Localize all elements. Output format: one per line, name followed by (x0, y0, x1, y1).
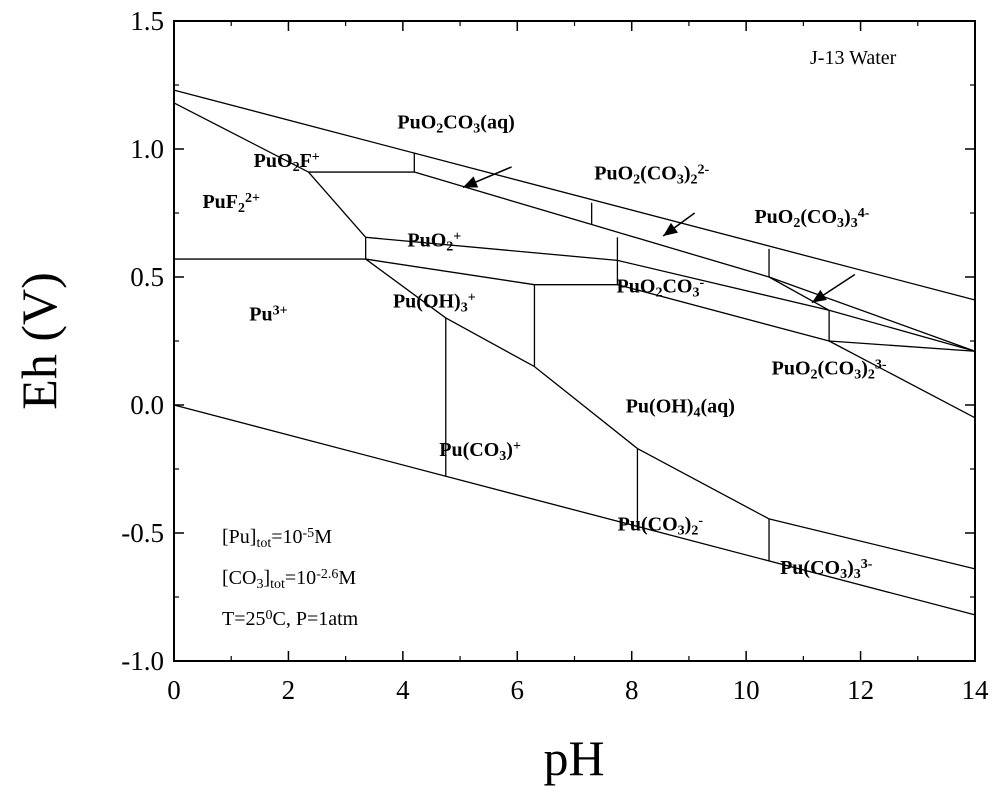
species-label: Pu(CO3)2- (618, 513, 704, 538)
species-label: PuO2(CO3)22- (594, 162, 709, 187)
boundary-line (445, 317, 535, 368)
species-label: Pu(OH)4(aq) (626, 396, 735, 421)
boundary-line (768, 276, 976, 352)
species-label: PuO2(CO3)23- (772, 357, 887, 382)
boundary-line (829, 340, 976, 352)
boundary-line (307, 171, 367, 238)
boundary-line (414, 171, 592, 226)
boundary-line (534, 366, 638, 450)
x-tick-label: 0 (167, 675, 181, 705)
chart-note-title: J-13 Water (810, 47, 897, 69)
y-tick-label: 1.0 (130, 134, 164, 164)
species-label: Pu(CO3)+ (439, 439, 521, 464)
boundary-line (365, 258, 447, 319)
plot-border (173, 20, 976, 662)
arrow-head (811, 289, 827, 303)
condition-line: T=250C, P=1atm (222, 608, 359, 630)
boundary-lines (173, 89, 976, 616)
arrow-head (462, 176, 479, 188)
y-tick-label: 0.0 (130, 390, 164, 420)
species-label: PuO2CO3- (617, 275, 705, 300)
y-tick-label: 0.5 (130, 262, 164, 292)
boundary-line (365, 236, 618, 262)
species-label: PuF22+ (202, 191, 260, 216)
species-labels: PuO2CO3(aq) PuO2F+ PuO2(CO3)22- PuF22+ PuO2(… (202, 112, 886, 583)
y-tick-label: -1.0 (121, 646, 164, 676)
species-label: PuO2+ (407, 229, 461, 254)
axis-ticks: 0 2 4 6 8 10 12 14 -1.0 -0.5 0.0 0.5 1.0 1.5 (121, 6, 989, 705)
arrow-head (663, 222, 679, 237)
x-tick-label: 10 (733, 675, 760, 705)
field-arrows (462, 166, 856, 304)
boundary-line (828, 309, 976, 352)
x-tick-label: 12 (847, 675, 874, 705)
boundary-line (591, 223, 770, 278)
y-axis-title: Eh (V) (11, 272, 67, 409)
species-label: Pu3+ (249, 303, 287, 325)
conditions-block: [Pu]tot=10-5M [CO3]tot=10-2.6M T=250C, P=1… (222, 526, 359, 630)
x-tick-label: 2 (282, 675, 296, 705)
boundary-line (365, 258, 535, 286)
y-tick-label: -0.5 (121, 518, 164, 548)
x-tick-label: 8 (625, 675, 639, 705)
boundary-line (173, 89, 976, 301)
x-tick-label: 14 (962, 675, 990, 705)
boundary-line (173, 404, 976, 616)
species-label: Pu(CO3)33- (780, 557, 873, 582)
y-tick-label: 1.5 (130, 6, 164, 36)
plot-frame (173, 20, 976, 662)
condition-line: [CO3]tot=10-2.6M (222, 567, 356, 592)
species-label: Pu(OH)3+ (393, 290, 476, 315)
species-label: PuO2(CO3)34- (754, 206, 869, 231)
boundary-line (173, 102, 309, 173)
boundary-line (617, 284, 830, 342)
boundary-line (768, 518, 976, 570)
species-label: PuO2F+ (254, 150, 320, 175)
boundary-line (637, 447, 770, 520)
species-label: PuO2CO3(aq) (397, 112, 514, 137)
x-tick-label: 6 (511, 675, 525, 705)
x-tick-label: 4 (396, 675, 410, 705)
condition-line: [Pu]tot=10-5M (222, 526, 332, 551)
x-axis-title: pH (543, 730, 604, 786)
boundary-line (828, 340, 976, 419)
boundary-line (768, 276, 830, 311)
boundary-line (617, 259, 830, 311)
